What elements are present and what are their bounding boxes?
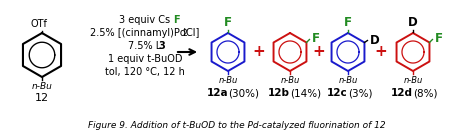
Text: F: F	[435, 32, 442, 45]
Text: OTf: OTf	[30, 19, 47, 29]
Text: (30%): (30%)	[228, 88, 259, 98]
Text: D: D	[369, 34, 379, 47]
Text: +: +	[253, 45, 265, 60]
Text: n-Bu: n-Bu	[281, 76, 300, 85]
Text: F: F	[224, 16, 232, 29]
Text: F: F	[173, 15, 180, 25]
Text: 2: 2	[183, 30, 188, 38]
Text: D: D	[408, 16, 418, 29]
Text: +: +	[374, 45, 387, 60]
Text: +: +	[313, 45, 325, 60]
Text: 12d: 12d	[391, 88, 413, 98]
Text: 3 equiv Cs: 3 equiv Cs	[119, 15, 171, 25]
Text: 12a: 12a	[206, 88, 228, 98]
Text: Figure 9. Addition of t-BuOD to the Pd-catalyzed fluorination of 12: Figure 9. Addition of t-BuOD to the Pd-c…	[88, 121, 386, 130]
Text: n-Bu: n-Bu	[403, 76, 423, 85]
Text: n-Bu: n-Bu	[338, 76, 357, 85]
Text: 3: 3	[158, 41, 165, 51]
Text: F: F	[311, 32, 319, 45]
Text: (14%): (14%)	[290, 88, 321, 98]
Text: 1 equiv t-BuOD: 1 equiv t-BuOD	[108, 54, 182, 64]
Text: 12: 12	[35, 93, 49, 103]
Text: 12c: 12c	[327, 88, 348, 98]
Text: 2.5% [(cinnamyl)PdCl]: 2.5% [(cinnamyl)PdCl]	[91, 28, 200, 38]
Text: 12b: 12b	[268, 88, 290, 98]
Text: (8%): (8%)	[413, 88, 438, 98]
Text: 7.5% L: 7.5% L	[128, 41, 162, 51]
Text: tol, 120 °C, 12 h: tol, 120 °C, 12 h	[105, 67, 185, 77]
Text: n-Bu: n-Bu	[32, 82, 53, 91]
Text: (3%): (3%)	[348, 88, 373, 98]
Text: F: F	[344, 16, 352, 29]
Text: n-Bu: n-Bu	[219, 76, 237, 85]
